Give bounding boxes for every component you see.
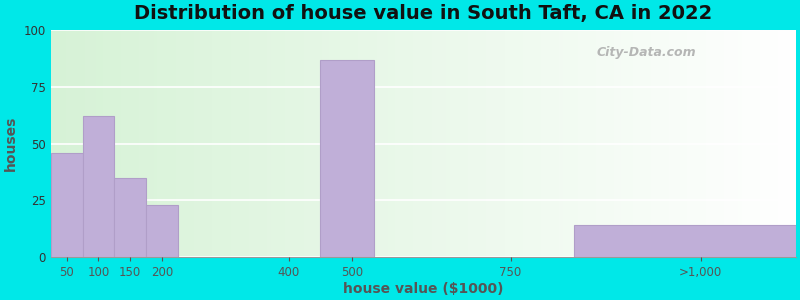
X-axis label: house value ($1000): house value ($1000) <box>343 282 503 296</box>
Bar <box>51 153 82 257</box>
Bar <box>574 225 796 257</box>
Y-axis label: houses: houses <box>4 116 18 171</box>
Text: City-Data.com: City-Data.com <box>597 46 697 59</box>
Title: Distribution of house value in South Taft, CA in 2022: Distribution of house value in South Taf… <box>134 4 713 23</box>
Bar <box>82 116 114 257</box>
Bar <box>114 178 146 257</box>
Bar <box>320 60 374 257</box>
Bar <box>146 205 178 257</box>
